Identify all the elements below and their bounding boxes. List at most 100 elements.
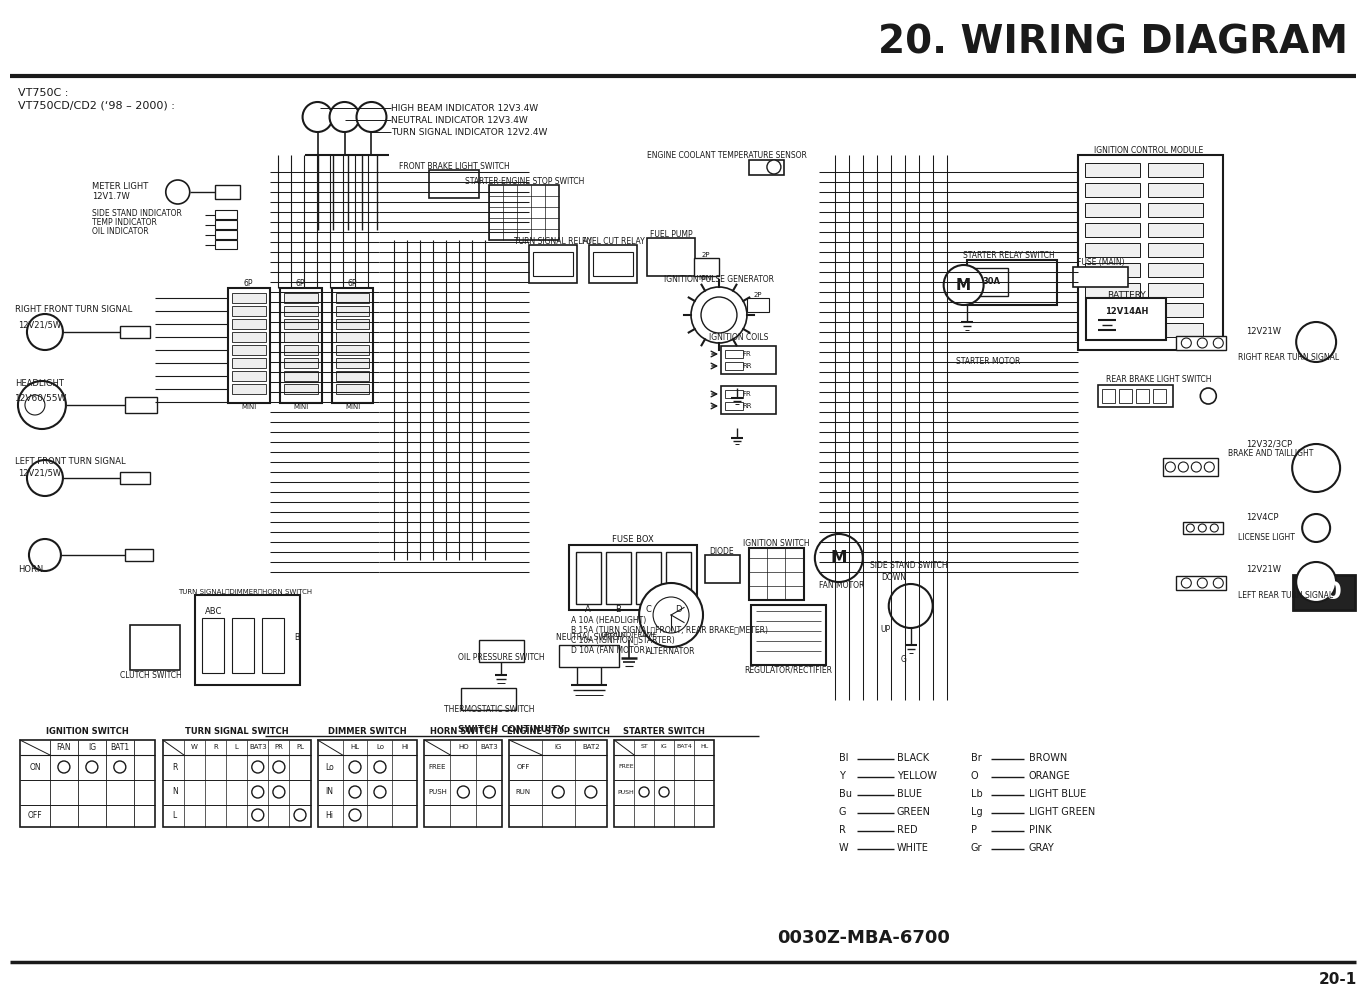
- Text: ENGINE COOLANT TEMPERATURE SENSOR: ENGINE COOLANT TEMPERATURE SENSOR: [647, 150, 807, 159]
- Bar: [1148, 303, 1204, 317]
- Bar: [231, 306, 265, 316]
- Circle shape: [659, 787, 669, 797]
- Text: REAR BRAKE LIGHT SWITCH: REAR BRAKE LIGHT SWITCH: [1105, 376, 1211, 385]
- Bar: [606, 552, 631, 604]
- Text: 6P: 6P: [347, 280, 357, 289]
- Text: IGNITION SWITCH: IGNITION SWITCH: [47, 727, 129, 736]
- Text: FUSE BOX: FUSE BOX: [613, 535, 654, 544]
- Circle shape: [1295, 562, 1337, 602]
- Text: TURN SIGNALシDIMMERシHORN SWITCH: TURN SIGNALシDIMMERシHORN SWITCH: [178, 589, 312, 595]
- Text: BLUE: BLUE: [897, 789, 922, 799]
- Text: TEMP INDICATOR: TEMP INDICATOR: [92, 217, 157, 226]
- Text: IGNITION CONTROL MODULE: IGNITION CONTROL MODULE: [1094, 145, 1202, 154]
- Text: 30A: 30A: [982, 278, 1000, 287]
- Text: IG: IG: [661, 744, 668, 749]
- Bar: [1086, 298, 1167, 340]
- Bar: [194, 595, 300, 685]
- Text: STARTER MOTOR: STARTER MOTOR: [956, 358, 1021, 367]
- Text: HL: HL: [700, 744, 709, 749]
- Text: L: L: [172, 811, 176, 820]
- Bar: [534, 252, 573, 276]
- Bar: [747, 298, 769, 312]
- Bar: [231, 618, 253, 673]
- Bar: [120, 326, 149, 338]
- Text: Hi: Hi: [326, 811, 334, 820]
- Text: 20. WIRING DIAGRAM: 20. WIRING DIAGRAM: [878, 23, 1347, 61]
- Text: BAT2: BAT2: [581, 744, 599, 750]
- Text: G: G: [900, 655, 907, 664]
- Bar: [725, 350, 743, 358]
- Circle shape: [700, 297, 737, 333]
- Bar: [335, 384, 369, 394]
- Bar: [130, 625, 179, 670]
- Bar: [231, 332, 265, 342]
- Text: 0030Z-MBA-6700: 0030Z-MBA-6700: [777, 929, 951, 947]
- Circle shape: [457, 786, 469, 798]
- Text: Br: Br: [971, 753, 981, 763]
- Text: STARTER RELAY SWITCH: STARTER RELAY SWITCH: [963, 250, 1055, 260]
- Text: DOWN: DOWN: [881, 573, 906, 582]
- Bar: [490, 185, 560, 240]
- Bar: [594, 252, 633, 276]
- Text: Lg: Lg: [971, 807, 982, 817]
- Bar: [215, 185, 239, 199]
- Bar: [1176, 576, 1226, 590]
- Text: GRAY: GRAY: [1029, 843, 1055, 853]
- Text: 20-1: 20-1: [1319, 973, 1357, 988]
- Text: 12V1.7W: 12V1.7W: [92, 191, 130, 200]
- Text: D: D: [674, 604, 681, 613]
- Text: Lo: Lo: [326, 763, 334, 772]
- Circle shape: [586, 786, 596, 798]
- Text: R: R: [839, 825, 845, 835]
- Text: ENGINE STOP SWITCH: ENGINE STOP SWITCH: [506, 727, 610, 736]
- Text: FREE: FREE: [428, 764, 446, 770]
- Bar: [509, 740, 607, 827]
- Text: BAT3: BAT3: [249, 744, 267, 750]
- Bar: [1085, 223, 1141, 237]
- Text: ALTERNATOR: ALTERNATOR: [646, 647, 696, 656]
- Text: 2P: 2P: [754, 292, 762, 298]
- Circle shape: [114, 761, 126, 773]
- Bar: [317, 740, 417, 827]
- Bar: [1148, 203, 1204, 217]
- Bar: [283, 384, 317, 394]
- Text: BAT1: BAT1: [111, 742, 130, 752]
- Text: Lb: Lb: [971, 789, 982, 799]
- Circle shape: [483, 786, 495, 798]
- Text: Bl: Bl: [839, 753, 848, 763]
- Text: Lo: Lo: [376, 744, 384, 750]
- Text: RR: RR: [743, 403, 751, 409]
- Bar: [279, 288, 321, 403]
- Circle shape: [1200, 388, 1216, 404]
- Text: DIMMER SWITCH: DIMMER SWITCH: [328, 727, 406, 736]
- Circle shape: [27, 460, 63, 496]
- Circle shape: [889, 584, 933, 628]
- Bar: [1293, 575, 1356, 610]
- Circle shape: [373, 786, 386, 798]
- Circle shape: [639, 583, 703, 647]
- Text: DIODE: DIODE: [710, 546, 735, 555]
- Text: RIGHT FRONT TURN SIGNAL: RIGHT FRONT TURN SIGNAL: [15, 306, 133, 315]
- Bar: [120, 472, 149, 484]
- Circle shape: [1293, 444, 1341, 492]
- Text: RED: RED: [897, 825, 918, 835]
- Circle shape: [349, 809, 361, 821]
- Text: NEUTRAL INDICATOR 12V3.4W: NEUTRAL INDICATOR 12V3.4W: [391, 115, 528, 124]
- Bar: [751, 605, 826, 665]
- Bar: [576, 552, 601, 604]
- Circle shape: [1295, 322, 1337, 362]
- Text: A 10A (HEADLIGHT): A 10A (HEADLIGHT): [572, 615, 647, 624]
- Bar: [215, 220, 237, 229]
- Circle shape: [330, 102, 360, 132]
- Bar: [636, 552, 661, 604]
- Text: IGNITION SWITCH: IGNITION SWITCH: [743, 539, 810, 548]
- Text: LEFT REAR TURN SIGNAL: LEFT REAR TURN SIGNAL: [1238, 590, 1334, 599]
- Circle shape: [252, 786, 264, 798]
- Text: 12V21W: 12V21W: [1246, 328, 1282, 337]
- Bar: [335, 319, 369, 329]
- Bar: [1153, 389, 1167, 403]
- Bar: [748, 548, 804, 600]
- Text: VT750C :: VT750C :: [18, 88, 68, 98]
- Text: Y: Y: [839, 771, 844, 781]
- Text: 2P: 2P: [702, 252, 710, 258]
